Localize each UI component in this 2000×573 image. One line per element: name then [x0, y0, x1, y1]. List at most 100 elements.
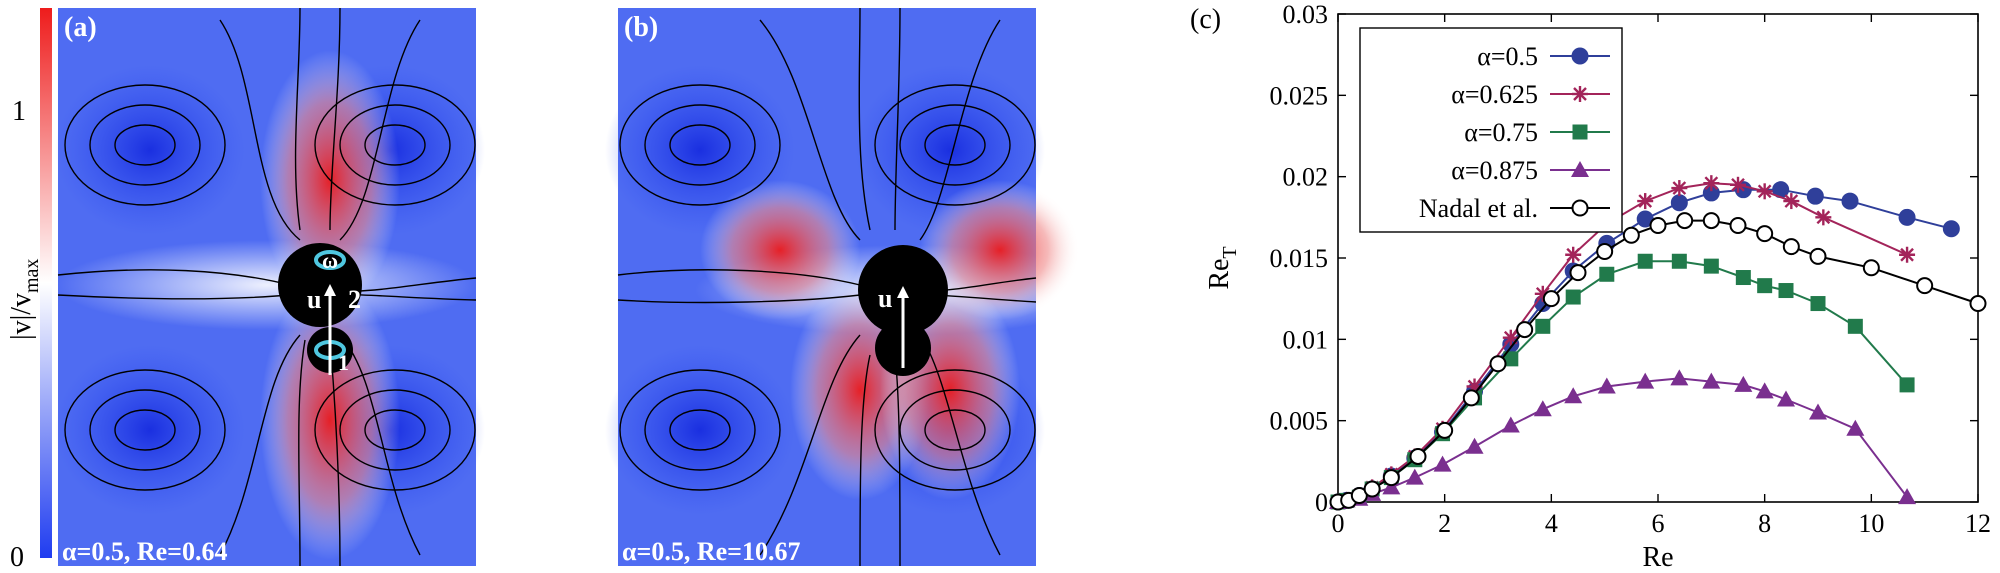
high-velocity-lobe — [700, 180, 860, 320]
data-point — [1363, 480, 1381, 498]
data-point — [1571, 47, 1589, 65]
x-tick-label: 0 — [1332, 509, 1345, 538]
data-point — [1565, 289, 1581, 305]
streamlines — [57, 7, 477, 567]
data-point — [1670, 369, 1689, 386]
omega-label: ω — [322, 248, 338, 273]
particle-2-label: 2 — [348, 285, 361, 314]
data-point — [1599, 266, 1615, 282]
y-tick-label: 0.03 — [1283, 0, 1329, 29]
data-point — [1729, 216, 1747, 234]
y-tick-label: 0.025 — [1270, 81, 1329, 110]
x-tick-label: 10 — [1858, 509, 1884, 538]
data-point — [1489, 355, 1507, 373]
data-point — [1898, 488, 1917, 505]
rotation-ring-top — [314, 250, 346, 270]
high-velocity-lobe — [260, 280, 400, 560]
data-point — [1462, 389, 1480, 407]
y-tick-label: 0.015 — [1270, 244, 1329, 273]
data-point — [1778, 283, 1794, 299]
data-point — [1898, 208, 1916, 226]
data-point — [1637, 193, 1654, 210]
data-point — [1670, 194, 1688, 212]
y-tick-label: 0.005 — [1270, 407, 1329, 436]
series-3 — [1329, 369, 1917, 509]
data-point — [1465, 437, 1484, 454]
data-point — [1755, 382, 1774, 399]
data-point — [1703, 175, 1720, 192]
data-point — [1382, 469, 1400, 487]
data-point — [1846, 419, 1865, 436]
vortex-region — [605, 345, 795, 515]
legend: α=0.5 α=0.625 α=0.75 α=0.875 Nadal et al. — [1359, 27, 1623, 233]
panel-a: ω u 2 1 (a) α=0.5, Re=0.64 — [55, 7, 485, 567]
y-axis-label: ReT — [1204, 246, 1241, 289]
data-point — [1847, 318, 1863, 334]
legend-label: α=0.5 — [1477, 42, 1538, 71]
x-tick-label: 12 — [1965, 509, 1991, 538]
series-line — [1337, 219, 1979, 503]
data-point — [1734, 375, 1753, 392]
legend-label: Nadal et al. — [1419, 194, 1538, 223]
line-chart: 0 2 4 6 8 10 12 0 0.005 0.01 0.015 0.02 0.025 0.03 Re R… — [1204, 0, 1991, 573]
y-tick-label: 0.02 — [1283, 163, 1329, 192]
data-point — [1702, 372, 1721, 389]
data-point — [1503, 351, 1519, 367]
colorbar-gradient — [40, 8, 52, 558]
data-point — [1533, 400, 1552, 417]
legend-label: α=0.875 — [1451, 156, 1538, 185]
velocity-label: u — [878, 284, 892, 313]
data-point — [1899, 377, 1915, 393]
data-point — [1782, 238, 1800, 256]
x-tick-label: 6 — [1652, 509, 1665, 538]
data-point — [1841, 192, 1859, 210]
x-tick-label: 4 — [1545, 509, 1558, 538]
data-point — [1809, 247, 1827, 265]
x-tick-label: 8 — [1758, 509, 1771, 538]
velocity-label: u — [307, 285, 321, 314]
data-point — [1571, 199, 1589, 217]
data-point — [1502, 329, 1519, 346]
data-point — [1806, 187, 1824, 205]
data-point — [1436, 421, 1454, 439]
data-point — [1565, 246, 1582, 263]
series-line — [1337, 377, 1908, 503]
colorbar: 1 0 |v|/vmax — [6, 8, 52, 573]
data-point — [1597, 377, 1616, 394]
panel-c-letter: (c) — [1190, 4, 1221, 35]
data-point — [1405, 468, 1424, 485]
data-point — [1542, 290, 1560, 308]
data-point — [1730, 176, 1746, 193]
data-point — [1809, 403, 1827, 420]
data-point — [1649, 216, 1667, 234]
particle-1-label: 1 — [338, 350, 349, 375]
panel-a-letter: (a) — [64, 12, 97, 43]
colorbar-tick-bottom: 0 — [10, 542, 24, 573]
data-point — [1916, 277, 1934, 295]
data-point — [1777, 390, 1795, 407]
data-point — [1637, 253, 1653, 269]
data-point — [1571, 161, 1589, 177]
colorbar-label: |v|/vmax — [6, 259, 43, 340]
data-point — [1636, 372, 1655, 389]
data-point — [1535, 318, 1551, 334]
data-point — [1622, 226, 1640, 244]
data-point — [1815, 209, 1832, 226]
data-point — [1942, 220, 1960, 238]
data-point — [1969, 295, 1987, 313]
colorbar-tick-top: 1 — [12, 96, 26, 127]
data-point — [1569, 264, 1587, 282]
data-point — [1899, 246, 1916, 263]
legend-label: α=0.75 — [1464, 118, 1538, 147]
data-point — [1676, 212, 1694, 230]
data-point — [1810, 296, 1826, 312]
data-point — [1783, 193, 1800, 210]
data-point — [1703, 258, 1719, 274]
data-point — [1572, 86, 1588, 102]
y-tick-label: 0 — [1315, 488, 1328, 517]
data-point — [1756, 225, 1774, 243]
data-point — [1409, 447, 1427, 465]
vortex-region — [55, 65, 245, 235]
data-point — [1596, 242, 1614, 260]
